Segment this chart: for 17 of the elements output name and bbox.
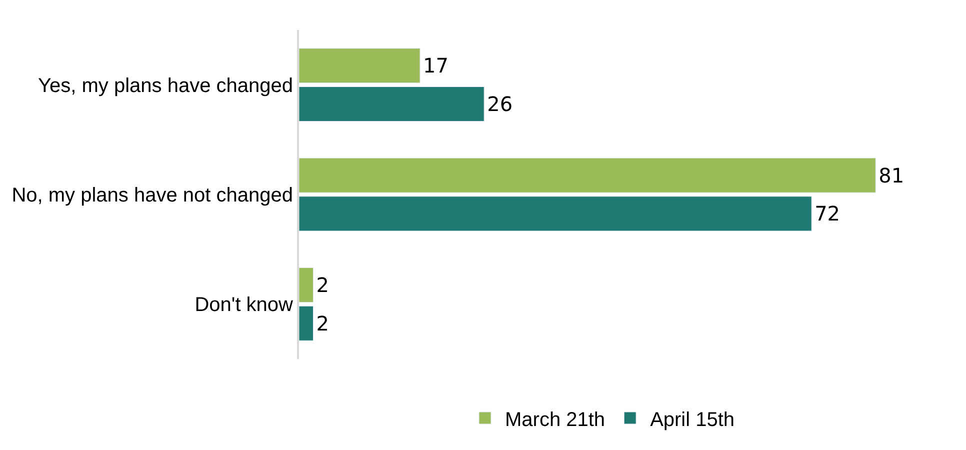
- data-label: 81: [878, 163, 904, 188]
- legend-label: April 15th: [650, 408, 735, 431]
- y-tick-label: Yes, my plans have changed: [38, 74, 293, 97]
- y-tick-label: No, my plans have not changed: [12, 184, 293, 206]
- bar: [299, 306, 314, 341]
- bar: [299, 158, 876, 193]
- data-label: 72: [814, 202, 840, 226]
- data-label: 17: [423, 54, 448, 78]
- bar: [299, 267, 314, 302]
- data-label: 2: [316, 311, 329, 336]
- bar: [299, 48, 420, 84]
- y-tick-label: Don't know: [194, 294, 294, 316]
- bar: [299, 86, 484, 122]
- data-label: 26: [487, 92, 513, 116]
- data-label: 2: [316, 272, 329, 297]
- legend-label: March 21th: [505, 408, 606, 431]
- bar: [299, 196, 812, 232]
